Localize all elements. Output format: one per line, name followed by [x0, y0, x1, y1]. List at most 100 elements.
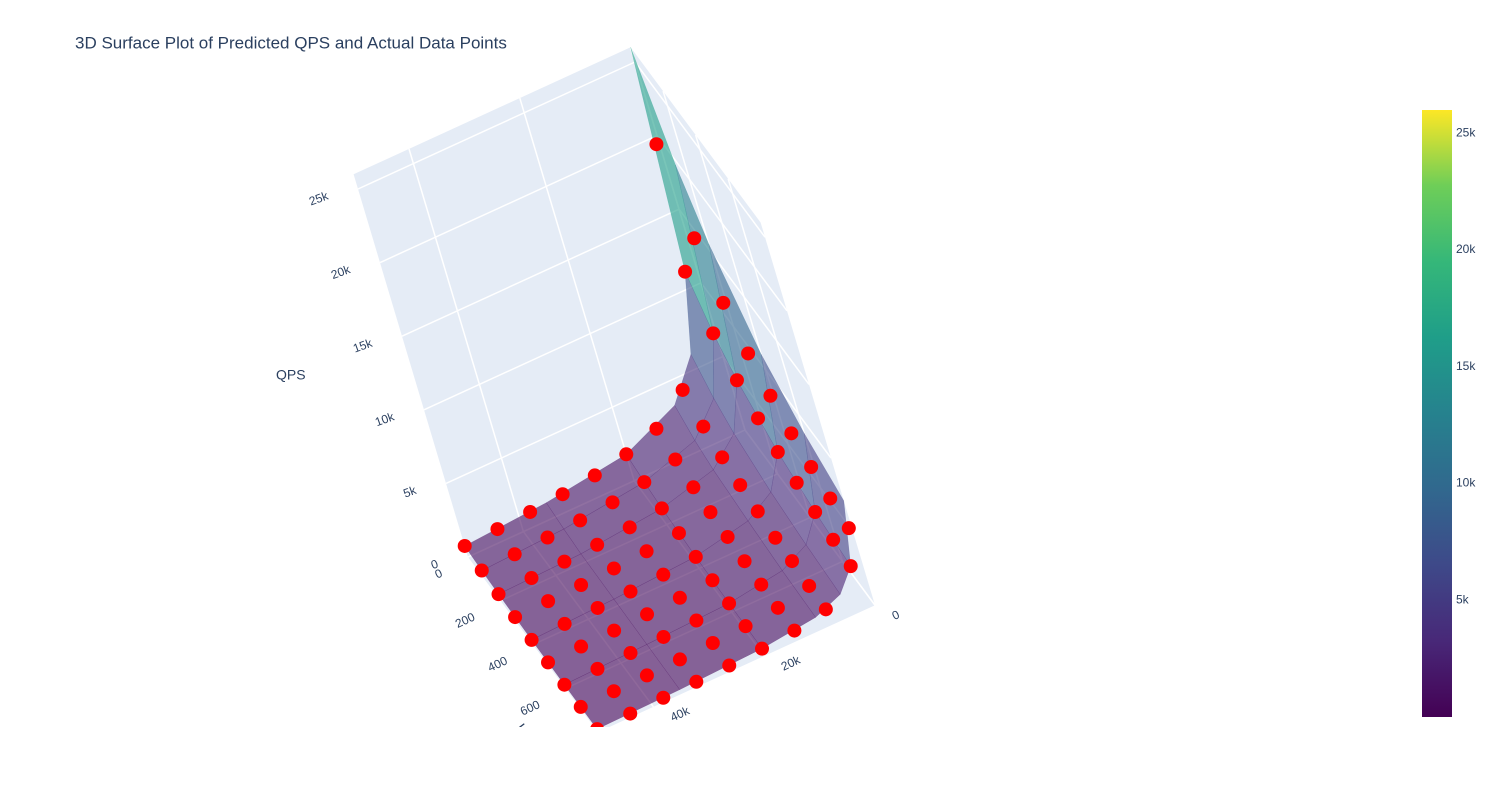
z-axis-title: QPS — [276, 366, 306, 382]
data-point — [672, 652, 687, 667]
data-point — [605, 495, 620, 510]
data-point — [768, 530, 783, 545]
z-tick-label: 5k — [401, 483, 419, 501]
z-tick-label: 0 — [429, 557, 440, 573]
data-point — [457, 538, 472, 553]
data-point — [649, 137, 664, 152]
data-point — [540, 530, 555, 545]
data-point — [523, 504, 538, 519]
data-point — [541, 594, 556, 609]
data-point — [818, 602, 833, 617]
data-point — [770, 445, 785, 460]
data-point — [688, 549, 703, 564]
data-point — [640, 607, 655, 622]
data-point — [754, 577, 769, 592]
chart-title: 3D Surface Plot of Predicted QPS and Act… — [75, 33, 507, 52]
data-point — [541, 655, 556, 670]
data-point — [720, 529, 735, 544]
data-point — [668, 452, 683, 467]
data-point — [672, 590, 687, 605]
grid-line — [519, 97, 635, 482]
data-point — [689, 613, 704, 628]
data-point — [705, 573, 720, 588]
data-point — [686, 480, 701, 495]
data-point — [789, 475, 804, 490]
grid-line — [445, 355, 724, 485]
data-point — [639, 668, 654, 683]
data-point — [733, 478, 748, 493]
data-point — [729, 373, 744, 388]
data-point — [524, 632, 539, 647]
grid-line — [423, 282, 702, 411]
data-point — [623, 646, 638, 661]
data-point — [696, 419, 711, 434]
colorbar-tick-label: 5k — [1456, 592, 1470, 606]
grid-line — [357, 61, 636, 190]
data-point — [823, 491, 838, 506]
data-point — [738, 619, 753, 634]
back-wall — [353, 47, 745, 557]
data-point — [755, 641, 769, 656]
y-tick-label: 200 — [453, 610, 477, 631]
colorbar-tick-label: 20k — [1456, 242, 1476, 256]
data-point — [675, 382, 690, 397]
data-point — [826, 532, 841, 547]
data-point — [491, 587, 506, 602]
x-tick-label: 40k — [668, 703, 692, 724]
data-point — [590, 661, 605, 676]
data-point — [804, 459, 819, 474]
data-point — [557, 677, 572, 692]
data-point — [687, 231, 702, 246]
data-point — [656, 690, 671, 705]
colorbar-tick-label: 10k — [1456, 476, 1476, 490]
colorbar-tick-label: 15k — [1456, 359, 1476, 373]
z-tick-label: 25k — [307, 188, 331, 208]
data-point — [619, 447, 634, 462]
scene: 0 5k 10k 15k 20k 25k 0 200 400 600 0 20k 40k QPS Lengt… — [276, 47, 902, 764]
grid-line — [408, 148, 525, 532]
data-point — [656, 567, 671, 582]
data-point — [649, 421, 664, 436]
data-point — [490, 522, 505, 537]
data-point — [507, 547, 522, 562]
data-point — [802, 578, 817, 593]
y-tick-label: 600 — [518, 697, 542, 718]
data-point — [716, 295, 731, 310]
data-point — [508, 610, 523, 625]
y-axis-title: Length — [513, 720, 552, 764]
y-tick-label: 0 — [433, 566, 445, 582]
x-tick-label: 20k — [779, 652, 803, 673]
data-point — [524, 571, 539, 586]
data-point — [808, 505, 823, 520]
data-point — [705, 636, 720, 651]
data-point — [785, 554, 800, 569]
data-point — [737, 554, 752, 569]
colorbar-tick-label: 25k — [1456, 126, 1476, 140]
data-point — [706, 326, 721, 341]
data-point — [656, 629, 671, 644]
colorbar: 5k 10k 15k 20k 25k — [1422, 110, 1476, 717]
z-tick-label: 15k — [351, 336, 375, 356]
data-point — [557, 616, 572, 631]
data-point — [751, 411, 766, 426]
data-point — [623, 584, 638, 599]
data-point — [787, 623, 802, 638]
data-point — [574, 639, 589, 654]
z-tick-label: 20k — [329, 262, 353, 282]
data-point — [689, 674, 704, 689]
data-point — [770, 600, 785, 615]
data-point — [715, 450, 730, 465]
x-tick-label: 0 — [890, 607, 902, 623]
y-tick-label: 400 — [486, 653, 510, 674]
data-point — [590, 537, 605, 552]
data-point — [622, 520, 637, 535]
data-point — [841, 521, 856, 536]
z-tick-label: 10k — [373, 409, 397, 429]
data-point — [722, 658, 737, 673]
data-point — [555, 487, 570, 502]
data-point — [573, 513, 588, 528]
data-point — [639, 544, 654, 559]
colorbar-gradient — [1422, 110, 1452, 717]
